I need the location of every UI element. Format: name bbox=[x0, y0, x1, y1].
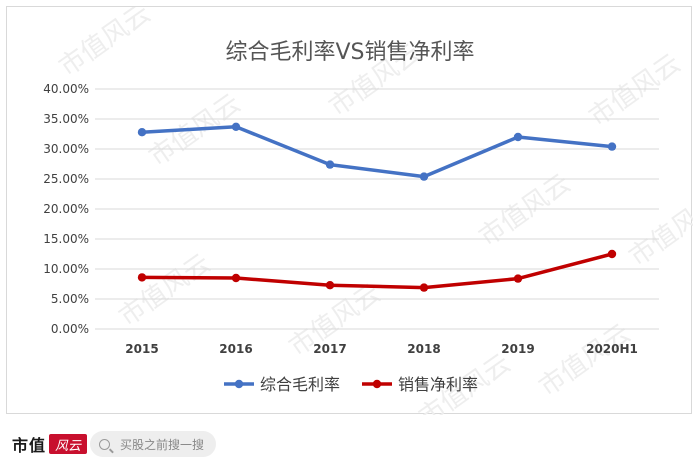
x-tick-label: 2017 bbox=[313, 342, 346, 356]
grid-lines bbox=[95, 88, 659, 330]
y-tick-label: 35.00% bbox=[43, 112, 89, 126]
watermark-text: 市值风云 bbox=[624, 188, 693, 272]
watermark-text: 市值风云 bbox=[584, 48, 686, 132]
series-1-point bbox=[231, 273, 241, 283]
legend: 综合毛利率 销售净利率 bbox=[224, 375, 478, 394]
y-tick-label: 25.00% bbox=[43, 172, 89, 186]
x-tick-label: 2016 bbox=[219, 342, 252, 356]
series-line-1 bbox=[140, 252, 614, 290]
y-tick-label: 15.00% bbox=[43, 232, 89, 246]
y-tick-label: 0.00% bbox=[51, 322, 89, 336]
search-box[interactable]: 买股之前搜一搜 bbox=[90, 431, 216, 457]
x-tick-label: 2018 bbox=[407, 342, 440, 356]
x-axis-labels: 2015 2016 2017 2018 2019 2020H1 bbox=[125, 342, 638, 356]
brand[interactable]: 市值 风云 bbox=[12, 432, 88, 456]
search-icon bbox=[99, 438, 110, 450]
legend-label-0: 综合毛利率 bbox=[260, 375, 340, 394]
brand-name: 市值 bbox=[12, 436, 47, 455]
series-0-point bbox=[137, 128, 147, 137]
series-1-point bbox=[137, 273, 147, 282]
series-0-point bbox=[231, 122, 241, 131]
line-chart: 市值风云市值风云市值风云市值风云市值风云市值风云市值风云市值风云市值风云市值风云… bbox=[43, 7, 693, 415]
watermark-text: 市值风云 bbox=[114, 248, 216, 332]
watermark-text: 市值风云 bbox=[474, 168, 576, 252]
y-axis-labels: 0.00% 5.00% 10.00% 15.00% 20.00% 25.00% 30.00%… bbox=[43, 82, 89, 336]
series-layer bbox=[137, 122, 617, 292]
series-1-point bbox=[607, 249, 617, 259]
y-tick-label: 40.00% bbox=[43, 82, 89, 96]
series-0-point bbox=[607, 142, 617, 151]
chart-title: 综合毛利率VS销售净利率 bbox=[225, 40, 474, 65]
x-tick-label: 2019 bbox=[501, 342, 534, 356]
y-tick-label: 10.00% bbox=[43, 262, 89, 276]
y-tick-label: 20.00% bbox=[43, 202, 89, 216]
series-0-point bbox=[325, 160, 335, 169]
x-tick-label: 2020H1 bbox=[586, 342, 638, 356]
series-0-point bbox=[513, 132, 523, 142]
chart-card: 市值风云 市值风云 市值风云 市值风云 市值风云 市值风云 市值风云 市值风云 市值风云 市值风云… bbox=[6, 6, 693, 415]
search-placeholder: 买股之前搜一搜 bbox=[120, 437, 205, 452]
watermark-text: 市值风云 bbox=[534, 318, 636, 402]
series-1-point bbox=[513, 274, 523, 283]
brand-logo: 风云 bbox=[49, 434, 88, 454]
legend-marker-1 bbox=[372, 379, 382, 389]
y-tick-label: 30.00% bbox=[43, 142, 89, 156]
series-line-0 bbox=[140, 125, 614, 179]
series-0-point bbox=[419, 172, 429, 181]
y-tick-label: 5.00% bbox=[51, 292, 89, 306]
watermark-text: 市值风云 bbox=[54, 7, 156, 83]
x-tick-label: 2015 bbox=[125, 342, 158, 356]
series-1-point bbox=[419, 283, 429, 292]
series-1-point bbox=[325, 281, 335, 290]
footer-bar: 市值 风云 买股之前搜一搜 bbox=[0, 418, 700, 468]
legend-label-1: 销售净利率 bbox=[398, 375, 478, 394]
legend-marker-0 bbox=[234, 379, 244, 389]
